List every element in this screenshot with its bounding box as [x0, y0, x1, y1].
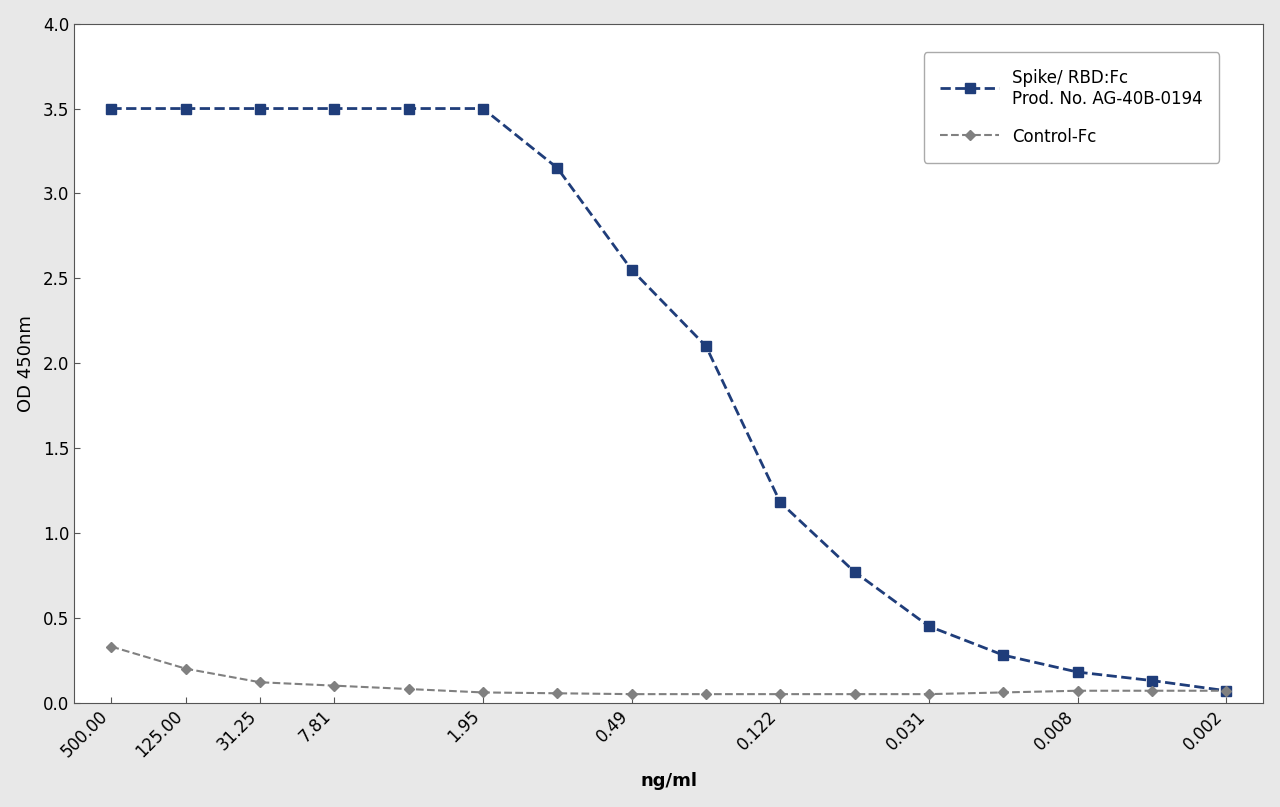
- Y-axis label: OD 450nm: OD 450nm: [17, 315, 35, 412]
- Legend: Spike/ RBD:Fc
Prod. No. AG-40B-0194, Control-Fc: Spike/ RBD:Fc Prod. No. AG-40B-0194, Con…: [924, 52, 1220, 163]
- X-axis label: ng/ml: ng/ml: [640, 772, 698, 790]
